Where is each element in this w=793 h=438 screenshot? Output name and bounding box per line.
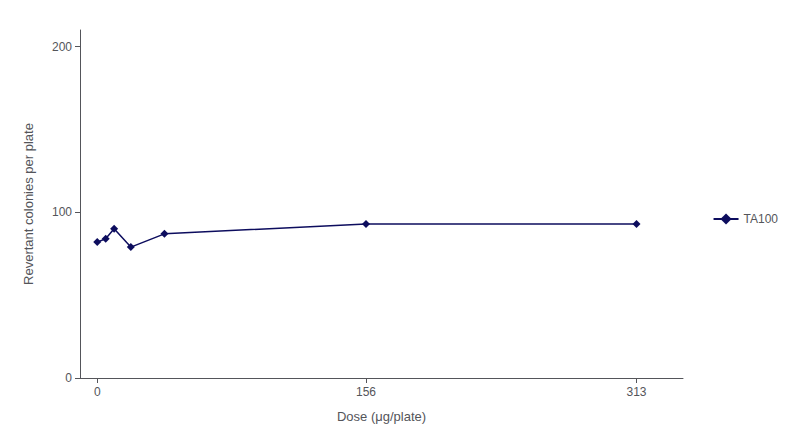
svg-text:Revertant colonies per plate: Revertant colonies per plate (21, 123, 36, 285)
svg-text:200: 200 (52, 40, 72, 54)
svg-text:TA100: TA100 (744, 212, 779, 226)
svg-text:313: 313 (626, 385, 646, 399)
svg-text:0: 0 (94, 385, 101, 399)
svg-text:156: 156 (356, 385, 376, 399)
svg-text:Dose (μg/plate): Dose (μg/plate) (337, 409, 426, 424)
svg-text:100: 100 (52, 205, 72, 219)
svg-text:0: 0 (65, 371, 72, 385)
